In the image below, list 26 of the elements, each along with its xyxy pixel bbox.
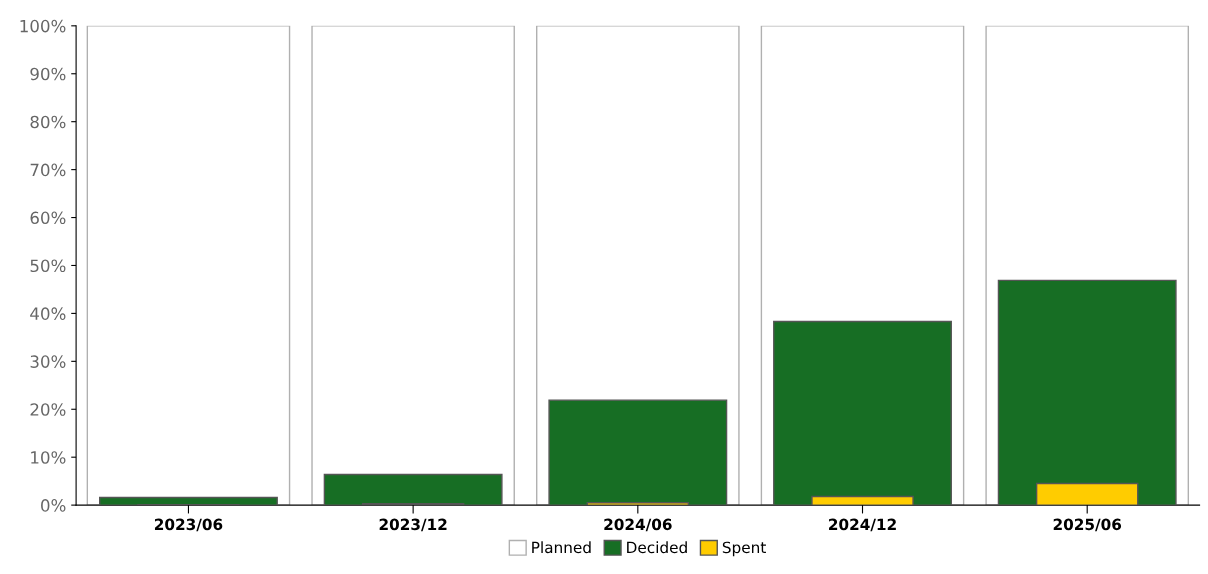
y-tick-label: 10%: [31, 451, 66, 464]
bar: [323, 473, 503, 506]
bar: [99, 496, 278, 506]
bar: [86, 25, 291, 506]
legend-label: Planned: [532, 541, 591, 554]
y-tick-label: 20%: [30, 403, 66, 416]
y-tick-label: 30%: [30, 355, 66, 368]
bar: [311, 25, 515, 506]
y-tick-label: 90%: [30, 67, 66, 81]
bar: [773, 320, 952, 506]
x-tick-label: 2023/06: [154, 518, 223, 532]
y-tick-label: 80%: [30, 115, 66, 129]
x-tick-label: 2024/12: [829, 518, 896, 532]
x-tick-label: 2023/12: [379, 518, 447, 532]
bar: [997, 279, 1177, 506]
legend-label: Decided: [627, 541, 687, 554]
y-tick-label: 50%: [30, 259, 66, 273]
y-tick-label: 60%: [30, 211, 66, 225]
x-tick-label: 2025/06: [1053, 518, 1122, 532]
y-tick-label: 0%: [41, 499, 66, 512]
bar: [548, 399, 728, 506]
y-tick-label: 40%: [30, 307, 66, 320]
y-tick-label: 70%: [30, 163, 66, 177]
y-tick-label: 100%: [20, 19, 66, 33]
x-tick-label: 2024/06: [604, 518, 672, 532]
legend-label: Spent: [722, 541, 766, 557]
